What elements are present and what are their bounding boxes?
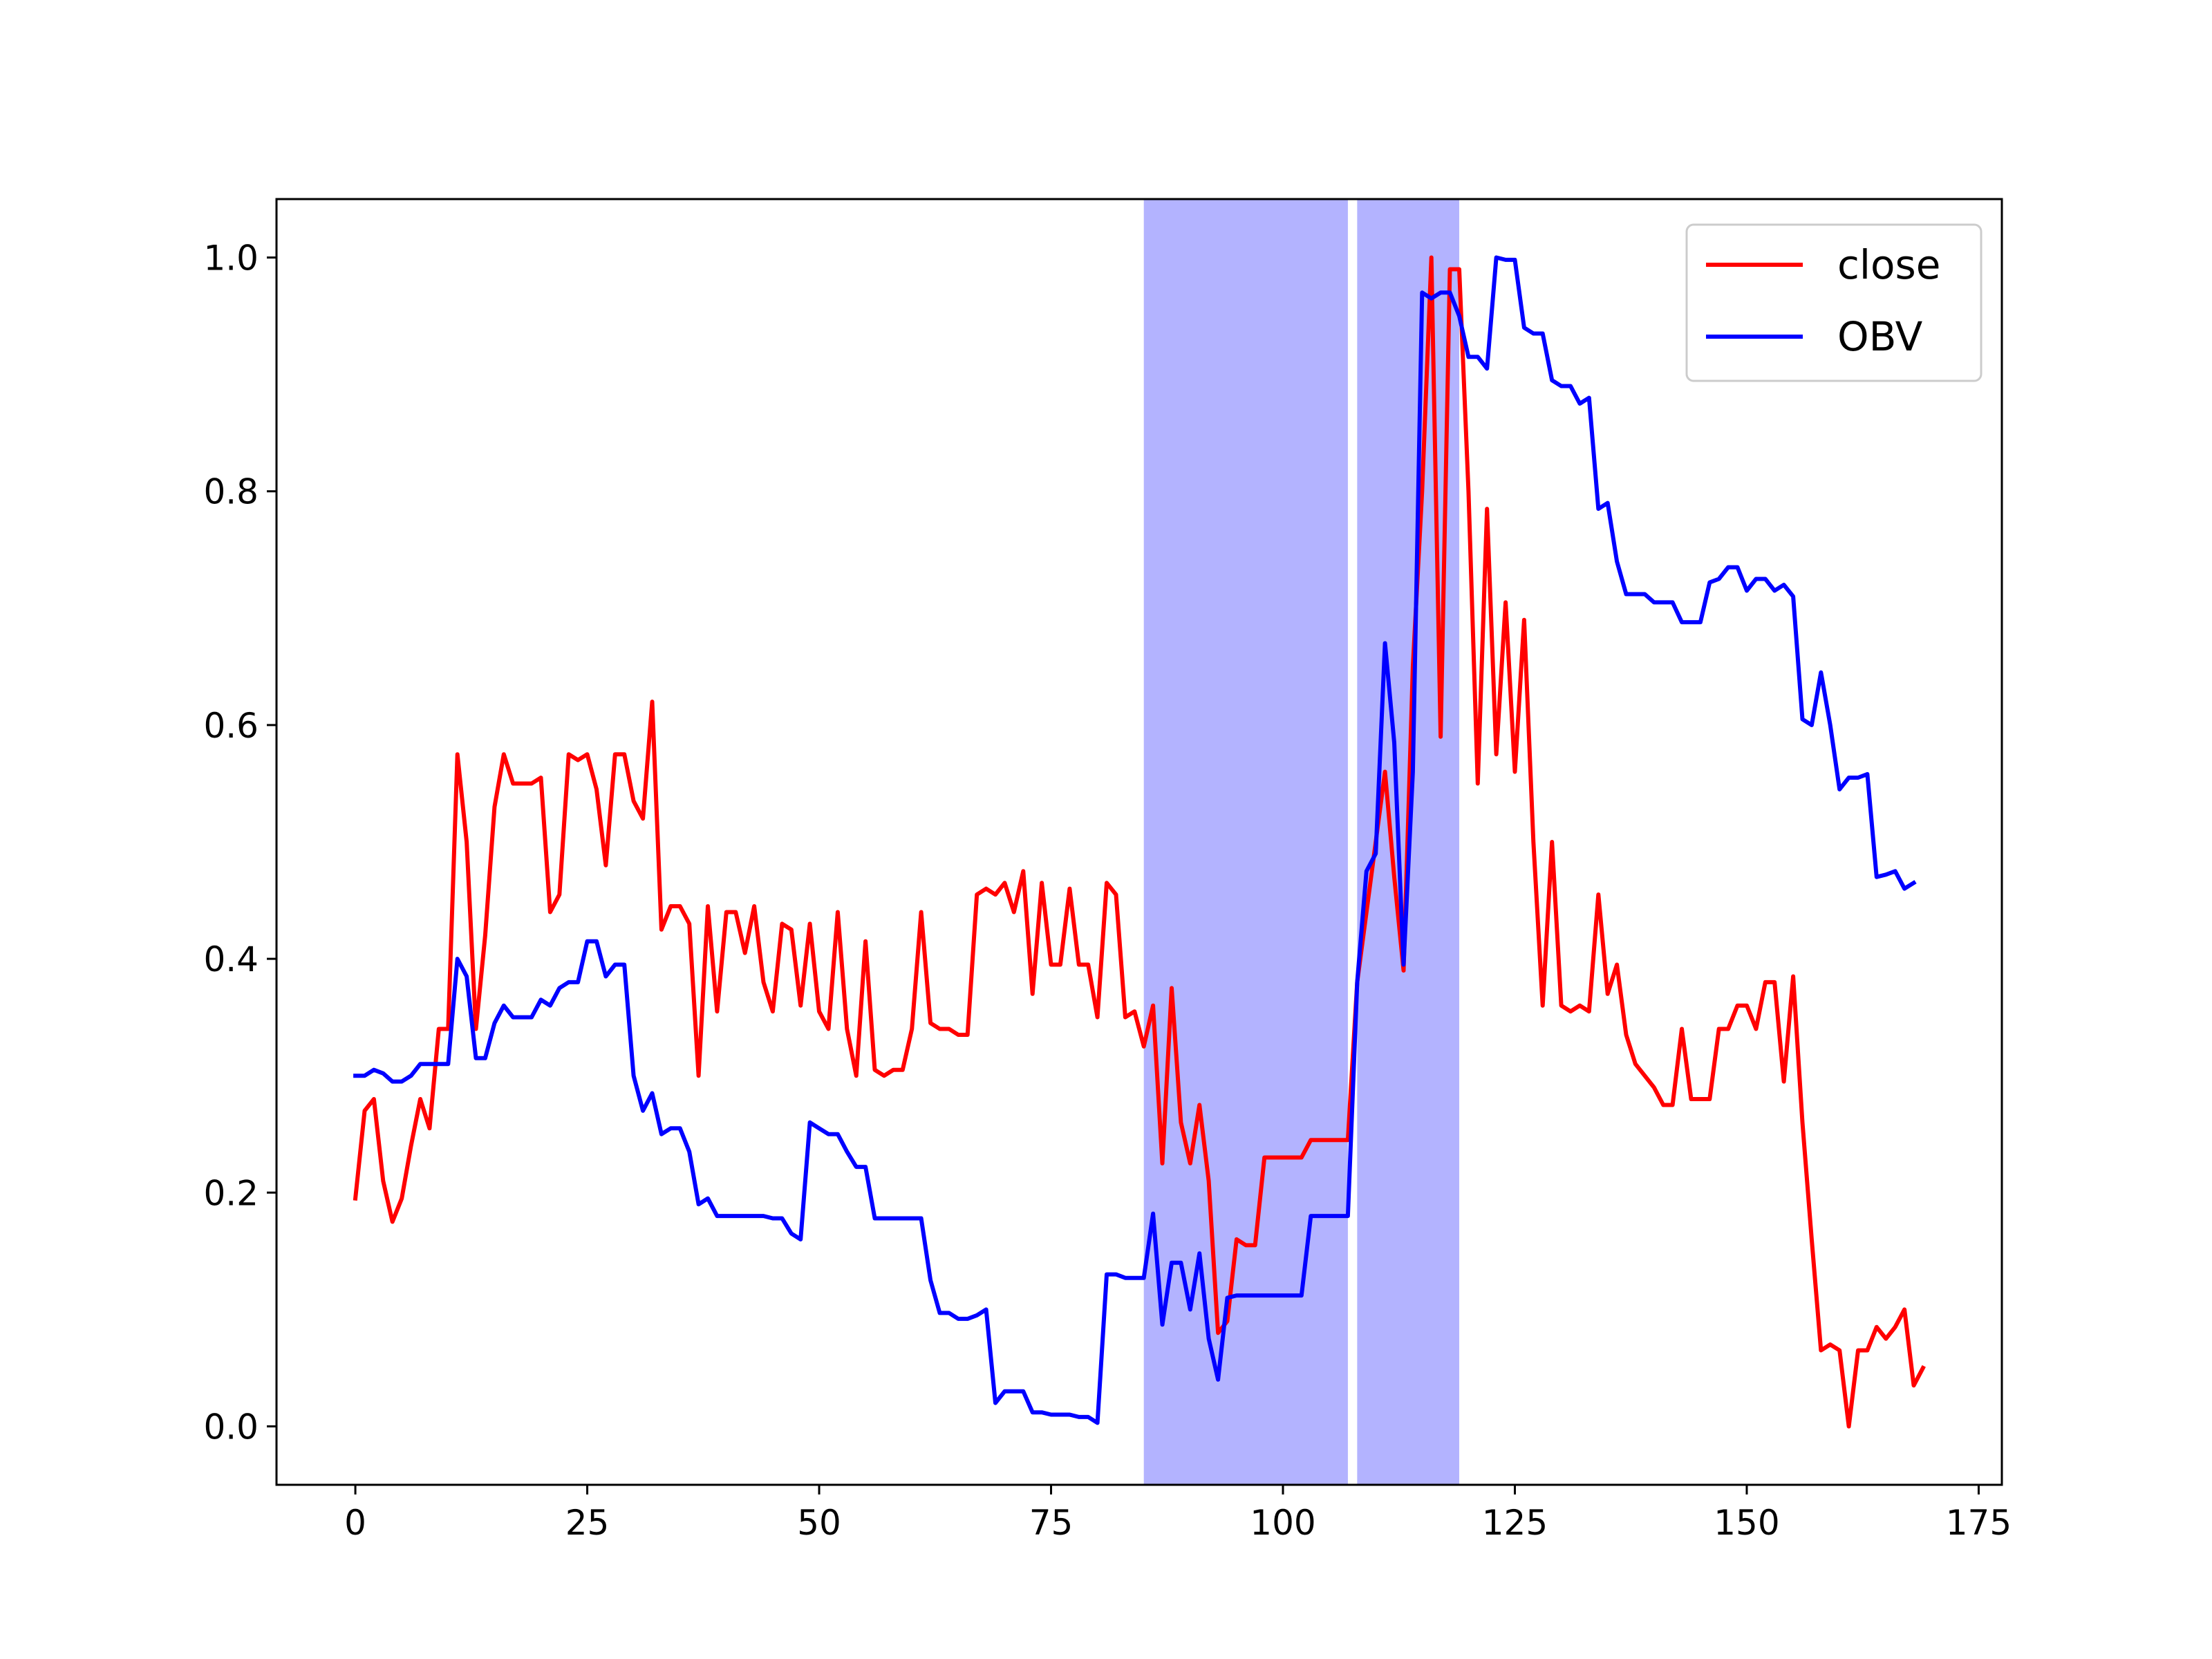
y-tick-label: 0.2 (203, 1173, 259, 1213)
legend-label-close: close (1837, 241, 1940, 288)
x-tick-label: 150 (1714, 1503, 1779, 1543)
series-line-obv (353, 255, 1917, 1425)
x-axis: 0 25 50 75 100 125 150 175 (344, 1485, 2012, 1543)
highlight-span-1 (1143, 199, 1348, 1485)
plot-area-frame (275, 198, 2003, 1486)
y-tick-label: 0.8 (203, 472, 259, 512)
x-tick-label: 50 (797, 1503, 841, 1543)
legend: close OBV (1685, 223, 1983, 382)
legend-label-obv: OBV (1837, 313, 1923, 360)
x-tick-label: 100 (1250, 1503, 1315, 1543)
x-tick-label: 25 (565, 1503, 610, 1543)
y-tick-label: 1.0 (203, 238, 259, 279)
y-tick-label: 0.6 (203, 706, 259, 746)
series-lines (353, 255, 1926, 1429)
y-axis: 0.0 0.2 0.4 0.6 0.8 1.0 (203, 238, 276, 1447)
x-tick-label: 175 (1946, 1503, 2012, 1543)
y-tick-label: 0.0 (203, 1407, 259, 1447)
x-tick-label: 125 (1482, 1503, 1548, 1543)
series-line-close (353, 255, 1926, 1429)
highlight-spans (1143, 199, 1459, 1485)
x-tick-label: 0 (344, 1503, 366, 1543)
x-tick-label: 75 (1029, 1503, 1074, 1543)
y-tick-label: 0.4 (203, 939, 259, 980)
